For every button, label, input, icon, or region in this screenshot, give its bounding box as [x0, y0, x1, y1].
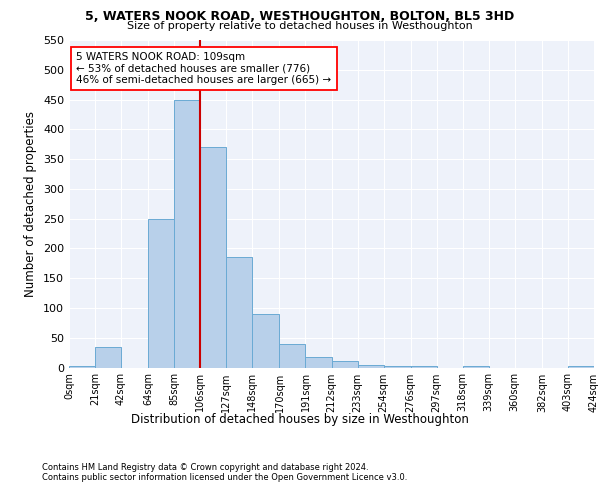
Bar — [463, 366, 489, 368]
Bar — [383, 366, 411, 368]
Bar — [174, 100, 200, 368]
Bar — [252, 314, 280, 368]
Bar — [411, 366, 437, 368]
Y-axis label: Number of detached properties: Number of detached properties — [25, 111, 37, 296]
Bar — [200, 147, 226, 368]
Text: 5, WATERS NOOK ROAD, WESTHOUGHTON, BOLTON, BL5 3HD: 5, WATERS NOOK ROAD, WESTHOUGHTON, BOLTO… — [85, 10, 515, 23]
Bar — [226, 258, 252, 368]
Bar — [280, 344, 305, 367]
Bar — [69, 366, 95, 368]
Bar — [305, 357, 331, 368]
Bar — [331, 361, 358, 368]
Text: Contains public sector information licensed under the Open Government Licence v3: Contains public sector information licen… — [42, 474, 407, 482]
Text: 5 WATERS NOOK ROAD: 109sqm
← 53% of detached houses are smaller (776)
46% of sem: 5 WATERS NOOK ROAD: 109sqm ← 53% of deta… — [76, 52, 332, 85]
Text: Contains HM Land Registry data © Crown copyright and database right 2024.: Contains HM Land Registry data © Crown c… — [42, 462, 368, 471]
Bar — [358, 364, 383, 368]
Text: Size of property relative to detached houses in Westhoughton: Size of property relative to detached ho… — [127, 21, 473, 31]
Bar — [95, 346, 121, 368]
Text: Distribution of detached houses by size in Westhoughton: Distribution of detached houses by size … — [131, 412, 469, 426]
Bar — [148, 218, 174, 368]
Bar — [568, 366, 594, 368]
